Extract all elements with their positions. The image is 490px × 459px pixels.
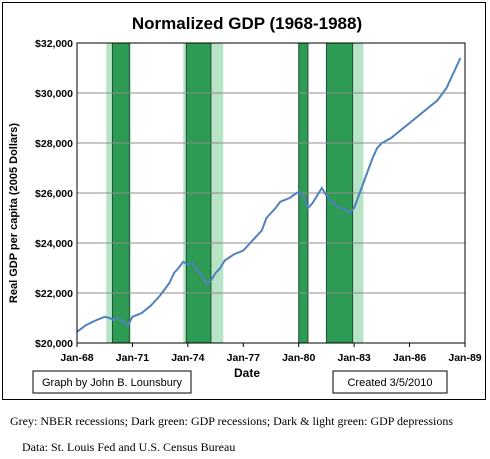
caption-source: Data: St. Louis Fed and U.S. Census Bure…	[22, 440, 236, 454]
x-tick-label: Jan-83	[338, 352, 371, 364]
x-tick-label: Jan-77	[227, 352, 260, 364]
y-axis-ticks: $20,000 $22,000 $24,000 $26,000 $28,000 $30,0…	[35, 38, 73, 350]
y-tick-label: $26,000	[35, 188, 73, 200]
credit-right: Created 3/5/2010	[347, 377, 432, 389]
credit-left: Graph by John B. Lounsbury	[42, 377, 183, 389]
chart-title: Normalized GDP (1968-1988)	[132, 14, 362, 33]
plot-area	[76, 42, 466, 344]
y-tick-label: $30,000	[35, 88, 73, 100]
y-tick-label: $20,000	[35, 338, 73, 350]
plot-border	[76, 42, 466, 344]
chart-frame: Normalized GDP (1968-1988) $20,000 $22,00…	[2, 2, 486, 400]
x-tick-label: Jan-71	[116, 352, 149, 364]
credit-left-box: Graph by John B. Lounsbury	[32, 370, 192, 394]
y-tick-label: $22,000	[35, 288, 73, 300]
y-tick-label: $24,000	[35, 238, 73, 250]
y-tick-label: $28,000	[35, 138, 73, 150]
y-axis-label: Real GDP per capita (2005 Dollars)	[8, 123, 20, 303]
x-axis-ticks: Jan-68 Jan-71 Jan-74 Jan-77 Jan-80 Jan-83 Jan-…	[60, 343, 482, 364]
gridlines	[77, 92, 465, 294]
caption-legend: Grey: NBER recessions; Dark green: GDP r…	[10, 414, 454, 428]
chart: Normalized GDP (1968-1988) $20,000 $22,00…	[8, 14, 482, 394]
x-tick-label: Jan-80	[282, 352, 315, 364]
x-tick-label: Jan-86	[393, 352, 426, 364]
gdp-series-line	[76, 57, 462, 333]
y-tick-label: $32,000	[35, 38, 73, 50]
x-tick-label: Jan-89	[448, 352, 481, 364]
x-tick-label: Jan-74	[171, 352, 204, 364]
x-axis-label: Date	[234, 366, 260, 380]
credit-right-box: Created 3/5/2010	[332, 370, 448, 394]
x-tick-label: Jan-68	[60, 352, 93, 364]
